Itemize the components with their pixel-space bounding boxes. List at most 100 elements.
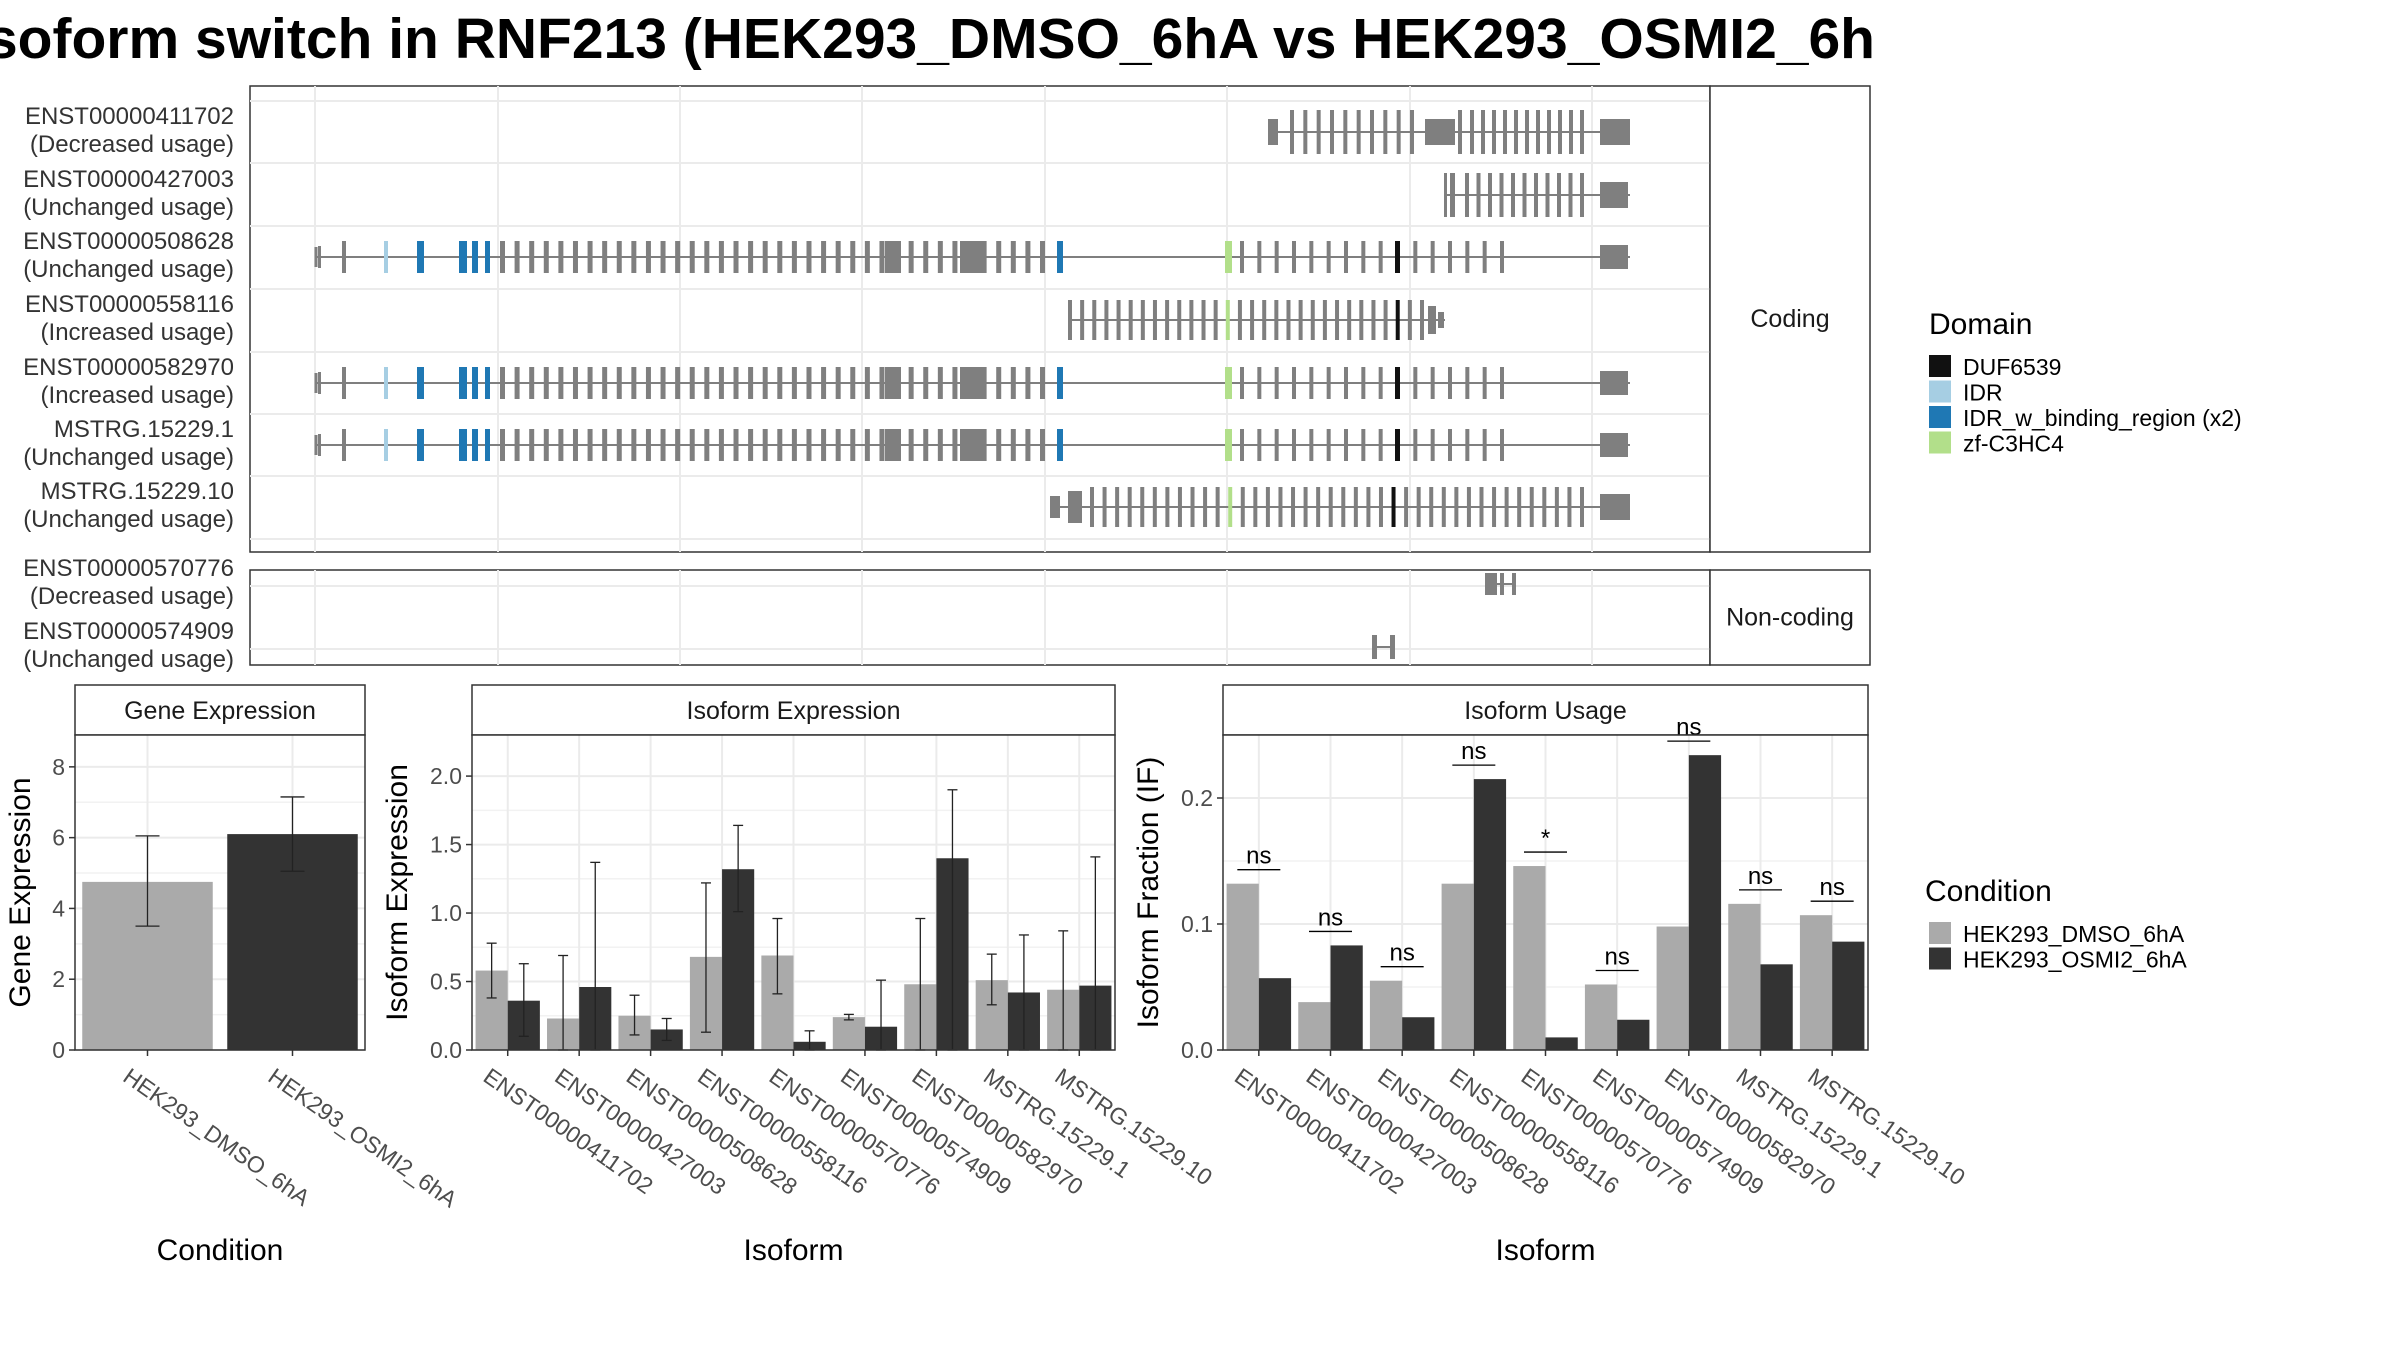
exon	[1485, 573, 1497, 595]
exon	[660, 241, 666, 273]
y-tick-label: 0.2	[1181, 785, 1213, 811]
exon	[342, 367, 346, 399]
y-tick-label: 0.1	[1181, 911, 1213, 937]
exon	[1225, 367, 1232, 399]
exon	[1600, 119, 1630, 145]
y-axis-title: Isoform Expression	[381, 764, 414, 1021]
exon	[689, 241, 695, 273]
exon	[342, 429, 346, 461]
exon	[1344, 241, 1348, 273]
exon	[733, 241, 739, 273]
isoform-label-id: MSTRG.15229.1	[54, 416, 234, 443]
exon	[777, 429, 783, 461]
exon	[1542, 487, 1547, 527]
exon	[675, 367, 681, 399]
exon	[529, 367, 535, 399]
exon	[806, 241, 812, 273]
exon	[529, 429, 535, 461]
x-axis-title: Condition	[157, 1234, 284, 1267]
exon	[960, 429, 982, 461]
y-tick-label: 8	[52, 754, 65, 780]
exon	[459, 367, 467, 399]
domain-legend-title: Domain	[1929, 308, 2032, 341]
exon	[718, 429, 724, 461]
exon	[1025, 241, 1031, 273]
exon	[1517, 487, 1522, 527]
exon	[1104, 300, 1109, 340]
isoform-label-usage: (Unchanged usage)	[23, 646, 234, 673]
exon	[1010, 367, 1016, 399]
exon	[485, 429, 490, 461]
exon	[1309, 429, 1314, 461]
exon	[777, 241, 783, 273]
exon	[1465, 241, 1470, 273]
exon	[1500, 573, 1504, 595]
exon	[1479, 487, 1484, 527]
exon	[660, 367, 666, 399]
exon	[1545, 173, 1550, 217]
exon	[587, 429, 593, 461]
exon	[1240, 487, 1245, 527]
exon	[485, 367, 490, 399]
exon	[791, 367, 797, 399]
exon	[558, 367, 564, 399]
exon	[1410, 110, 1414, 154]
exon	[1512, 573, 1516, 595]
exon	[1450, 173, 1455, 217]
exon	[1309, 241, 1314, 273]
exon	[1482, 241, 1487, 273]
exon	[1257, 241, 1262, 273]
exon	[1286, 300, 1291, 340]
y-tick-label: 0.5	[430, 969, 462, 995]
exon	[1444, 173, 1447, 217]
exon	[704, 429, 710, 461]
exon	[1090, 487, 1094, 527]
exon	[645, 241, 651, 273]
bar	[1584, 984, 1618, 1050]
exon	[1201, 300, 1206, 340]
facet-strip	[471, 684, 1116, 736]
exon	[1040, 429, 1045, 461]
bar	[1760, 964, 1793, 1050]
domain-legend-swatch	[1929, 355, 1951, 377]
exon	[1213, 300, 1218, 340]
exon	[1225, 300, 1230, 340]
exon	[1102, 487, 1107, 527]
domain-legend-swatch	[1929, 431, 1951, 454]
exon	[981, 429, 987, 461]
bar	[1473, 779, 1507, 1050]
exon	[1600, 182, 1628, 208]
exon	[1274, 241, 1279, 273]
facet-strip	[1222, 684, 1869, 736]
significance-label: ns	[1389, 940, 1414, 967]
exon	[996, 429, 1002, 461]
exon	[1190, 487, 1195, 527]
domain-legend-label: zf-C3HC4	[1963, 431, 2064, 457]
exon	[952, 367, 958, 399]
exon	[1057, 367, 1063, 399]
exon	[602, 241, 608, 273]
y-tick-label: 2.0	[430, 763, 462, 789]
isoform-label-id: ENST00000574909	[23, 618, 234, 645]
exon	[417, 241, 424, 273]
exon	[342, 241, 346, 273]
exon	[1127, 487, 1132, 527]
exon	[543, 367, 549, 399]
exon	[777, 367, 783, 399]
exon	[1262, 300, 1267, 340]
exon	[762, 241, 768, 273]
exon	[675, 429, 681, 461]
exon	[1569, 110, 1573, 154]
exon	[1438, 312, 1444, 328]
exon	[704, 367, 710, 399]
exon	[1010, 241, 1016, 273]
exon	[1225, 429, 1232, 461]
exon	[1407, 300, 1412, 340]
exon	[1420, 300, 1424, 340]
exon	[960, 241, 982, 273]
exon	[1600, 433, 1628, 457]
exon	[1080, 300, 1085, 340]
exon	[1115, 487, 1120, 527]
isoform-label-id: ENST00000427003	[23, 166, 234, 193]
exon	[1481, 110, 1485, 154]
